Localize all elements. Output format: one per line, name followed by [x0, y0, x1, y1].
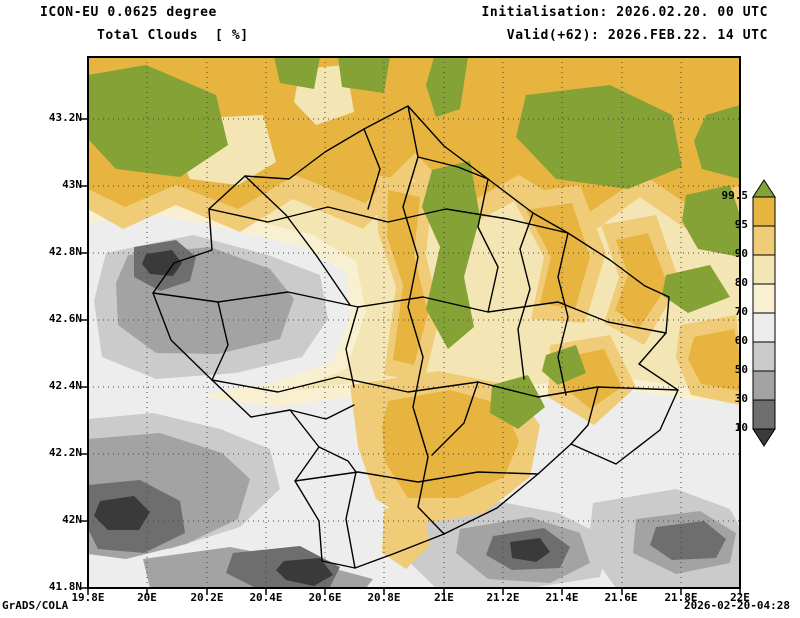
municipal-boundary	[294, 471, 539, 483]
lon-tick-label: 21.2E	[486, 591, 520, 604]
colorbar-tick-label: 10	[734, 421, 748, 434]
contour-region	[682, 185, 740, 257]
municipal-boundary	[211, 301, 229, 381]
colorbar-cell	[752, 179, 776, 198]
colorbar-cell	[752, 283, 776, 314]
municipal-boundary	[208, 206, 569, 234]
colorbar-cell	[752, 312, 776, 343]
model-title: ICON-EU 0.0625 degree	[40, 5, 217, 20]
municipal-boundary	[557, 232, 569, 396]
municipal-boundary	[570, 386, 599, 445]
contour-region	[142, 250, 182, 276]
colorbar	[752, 179, 776, 447]
lat-tick-label: 43.2N	[48, 111, 82, 124]
lon-tick-label: 20.6E	[308, 591, 342, 604]
contour-region	[694, 105, 740, 179]
lat-tick-label: 43N	[62, 178, 82, 191]
lon-tick-label: 20.2E	[190, 591, 224, 604]
grads-credit: GrADS/COLA	[2, 599, 69, 612]
lon-tick-label: 20E	[137, 591, 157, 604]
lon-tick-label: 21.6E	[604, 591, 638, 604]
municipal-boundary	[289, 404, 355, 420]
contour-region	[662, 265, 730, 313]
contour-region	[422, 161, 480, 349]
municipal-boundary	[345, 306, 359, 388]
municipal-boundary	[152, 291, 667, 334]
colorbar-tick-label: 80	[734, 276, 748, 289]
municipal-boundary	[477, 178, 499, 313]
municipal-boundary	[431, 381, 479, 456]
municipal-boundary	[318, 446, 357, 473]
lon-tick-label: 22E	[730, 591, 750, 604]
colorbar-cell	[752, 254, 776, 285]
lon-tick-label: 21.4E	[545, 591, 579, 604]
lat-tick-label: 42.4N	[48, 379, 82, 392]
municipal-boundary	[244, 175, 351, 306]
contour-region	[650, 521, 726, 560]
municipal-boundary	[517, 212, 534, 380]
valid-time-label: Valid(+62): 2026.FEB.22. 14 UTC	[506, 28, 768, 43]
colorbar-cell	[752, 370, 776, 401]
country-outline	[152, 105, 679, 569]
contour-region	[526, 203, 590, 309]
contour-region	[387, 190, 428, 365]
contour-region	[382, 503, 430, 569]
plot-frame	[87, 56, 741, 589]
contour-region	[338, 57, 390, 93]
colorbar-cell	[752, 428, 776, 447]
lat-tick-label: 42.2N	[48, 446, 82, 459]
municipal-boundary	[211, 376, 679, 398]
creation-timestamp: 2026-02-20-04:28	[684, 599, 790, 612]
lon-tick-label: 20.4E	[249, 591, 283, 604]
colorbar-tick-label: 90	[734, 247, 748, 260]
colorbar-tick-label: 70	[734, 305, 748, 318]
contour-region	[276, 558, 333, 586]
contour-region	[274, 57, 320, 89]
lat-tick-label: 41.8N	[48, 580, 82, 593]
contour-region	[615, 233, 668, 328]
colorbar-tick-label: 50	[734, 363, 748, 376]
colorbar-tick-label: 95	[734, 218, 748, 231]
lon-tick-label: 21.8E	[664, 591, 698, 604]
lon-tick-label: 20.8E	[367, 591, 401, 604]
contour-region	[542, 345, 586, 385]
contour-region	[510, 538, 550, 562]
colorbar-cell	[752, 341, 776, 372]
municipal-boundary	[417, 156, 489, 180]
contour-region	[688, 329, 740, 391]
colorbar-cell	[752, 225, 776, 256]
contour-region	[426, 57, 468, 117]
contour-region	[516, 85, 682, 189]
colorbar-tick-label: 30	[734, 392, 748, 405]
municipal-boundary	[402, 105, 445, 535]
colorbar-cell	[752, 399, 776, 430]
lat-tick-label: 42.6N	[48, 312, 82, 325]
lon-tick-label: 19.8E	[71, 591, 105, 604]
axis-ticks	[81, 118, 741, 595]
kosovo-boundaries	[152, 105, 679, 569]
init-time-label: Initialisation: 2026.02.20. 00 UTC	[481, 5, 768, 20]
lat-tick-label: 42N	[62, 513, 82, 526]
lat-tick-label: 42.8N	[48, 245, 82, 258]
lon-tick-label: 21E	[434, 591, 454, 604]
grid-lines	[88, 57, 740, 588]
colorbar-cell	[752, 196, 776, 227]
municipal-boundary	[363, 128, 381, 210]
contour-region	[88, 65, 228, 177]
municipal-boundary	[345, 471, 357, 569]
colorbar-tick-label: 60	[734, 334, 748, 347]
colorbar-tick-label: 99.5	[721, 189, 749, 202]
field-title: Total Clouds [ %]	[97, 28, 249, 43]
